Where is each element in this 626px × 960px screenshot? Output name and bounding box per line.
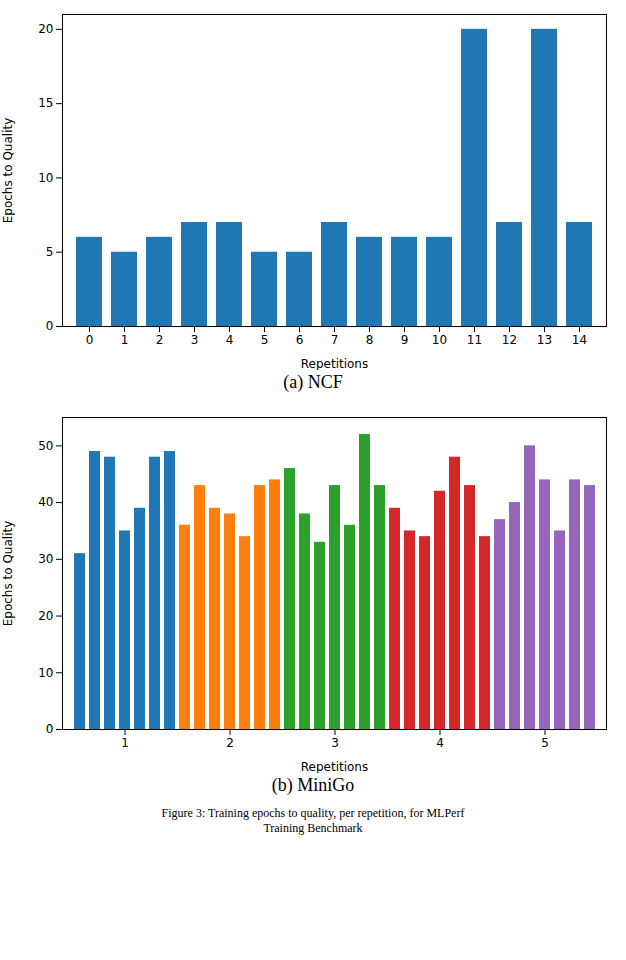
html-text:Figure 3: Training epochs to q: Figure 3: Training epochs to quality, pe… [161,806,465,835]
svg-text:12: 12 [502,333,517,347]
svg-text:4: 4 [226,333,234,347]
svg-text:Epochs to Quality: Epochs to Quality [1,521,15,627]
svg-text:20: 20 [38,609,53,623]
svg-text:50: 50 [38,439,53,453]
svg-text:Epochs to Quality: Epochs to Quality [1,118,15,224]
svg-text:0: 0 [86,333,94,347]
svg-text:Repetitions: Repetitions [301,357,368,371]
svg-text:8: 8 [366,333,374,347]
html-text:(a) NCF: (a) NCF [283,372,343,392]
svg-text:0: 0 [46,722,54,736]
svg-text:4: 4 [436,736,444,750]
svg-text:10: 10 [38,171,53,185]
svg-text:20: 20 [38,22,53,36]
svg-text:14: 14 [572,333,587,347]
svg-text:30: 30 [38,552,53,566]
html-text:(b) MiniGo: (b) MiniGo [271,775,355,795]
svg-text:5: 5 [46,245,54,259]
svg-text:15: 15 [38,96,53,110]
svg-text:11: 11 [467,333,482,347]
svg-text:1: 1 [121,736,129,750]
svg-text:2: 2 [156,333,164,347]
svg-text:10: 10 [432,333,447,347]
svg-text:1: 1 [121,333,129,347]
svg-text:13: 13 [537,333,552,347]
svg-text:9: 9 [401,333,409,347]
svg-text:5: 5 [541,736,549,750]
svg-text:0: 0 [46,319,54,333]
svg-text:5: 5 [261,333,269,347]
svg-text:Repetitions: Repetitions [301,760,368,774]
svg-text:3: 3 [191,333,199,347]
svg-text:7: 7 [331,333,339,347]
svg-text:40: 40 [38,495,53,509]
svg-text:2: 2 [226,736,234,750]
svg-text:6: 6 [296,333,304,347]
svg-text:10: 10 [38,666,53,680]
svg-text:3: 3 [331,736,339,750]
